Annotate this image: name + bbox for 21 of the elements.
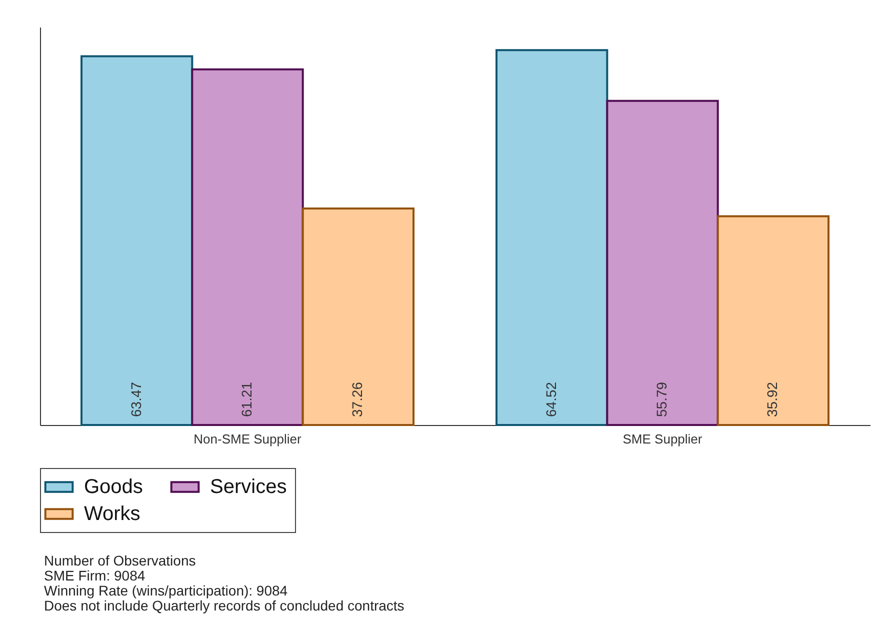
data-label: 64.52 (542, 382, 559, 417)
bar (496, 49, 608, 426)
text: SME Firm: 9084 (44, 568, 146, 584)
legend-label: Services (210, 476, 287, 498)
legend-label: Works (84, 503, 140, 525)
bar (606, 100, 719, 426)
data-label: 63.47 (128, 382, 144, 417)
bar (302, 208, 414, 426)
data-label: 61.21 (238, 382, 254, 417)
x-tick-label: SME Supplier (622, 432, 703, 446)
text: Winning Rate (wins/participation): 9084 (44, 582, 288, 598)
bar (191, 68, 304, 426)
bar (80, 55, 194, 426)
x-tick-label: Non-SME Supplier (194, 432, 302, 446)
text: Does not include Quarterly records of concluded contracts (44, 598, 404, 614)
bar (716, 215, 830, 426)
data-label: 55.79 (654, 382, 670, 417)
legend-label: Goods (84, 476, 143, 498)
data-label: 37.26 (349, 382, 366, 417)
text: Number of Observations (44, 552, 196, 568)
data-label: 35.92 (764, 382, 780, 417)
